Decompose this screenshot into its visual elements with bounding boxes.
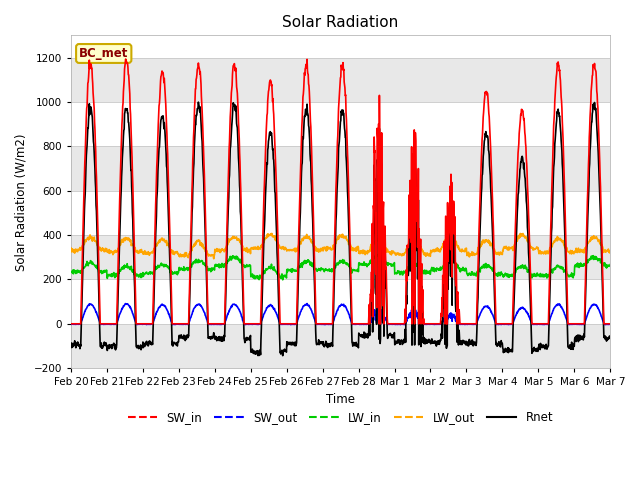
- SW_in: [607, 321, 614, 327]
- SW_in: [495, 321, 503, 327]
- X-axis label: Time: Time: [326, 393, 355, 406]
- Rnet: [174, 339, 182, 345]
- LW_out: [495, 252, 503, 258]
- Line: SW_in: SW_in: [71, 59, 611, 324]
- LW_in: [543, 275, 551, 281]
- LW_out: [187, 248, 195, 253]
- Bar: [71, 279, 611, 324]
- Rnet: [425, 336, 433, 342]
- LW_in: [425, 268, 433, 274]
- Text: BC_met: BC_met: [79, 47, 129, 60]
- Bar: [71, 235, 611, 279]
- SW_in: [543, 321, 550, 327]
- LW_out: [174, 250, 182, 256]
- Line: Rnet: Rnet: [71, 102, 611, 356]
- SW_in: [425, 321, 433, 327]
- Line: LW_in: LW_in: [71, 254, 611, 280]
- Rnet: [248, 349, 255, 355]
- LW_out: [425, 253, 433, 259]
- SW_out: [67, 322, 75, 327]
- Rnet: [607, 335, 614, 340]
- LW_out: [248, 245, 255, 251]
- Bar: [71, 146, 611, 191]
- Rnet: [187, 249, 195, 254]
- SW_out: [174, 321, 182, 327]
- Rnet: [543, 346, 551, 352]
- Rnet: [195, 99, 202, 105]
- LW_in: [377, 252, 385, 257]
- LW_out: [210, 256, 218, 262]
- Title: Solar Radiation: Solar Radiation: [282, 15, 399, 30]
- Bar: [71, 191, 611, 235]
- SW_in: [174, 321, 182, 327]
- SW_out: [248, 321, 255, 327]
- Line: SW_out: SW_out: [71, 303, 611, 324]
- Bar: [71, 58, 611, 102]
- SW_in: [248, 321, 255, 327]
- LW_in: [174, 269, 182, 275]
- SW_out: [495, 322, 503, 327]
- LW_out: [67, 245, 75, 251]
- Legend: SW_in, SW_out, LW_in, LW_out, Rnet: SW_in, SW_out, LW_in, LW_out, Rnet: [123, 407, 558, 429]
- LW_in: [187, 263, 195, 268]
- Bar: [71, 324, 611, 368]
- Rnet: [495, 341, 503, 347]
- LW_out: [268, 230, 276, 236]
- SW_in: [122, 56, 129, 62]
- LW_out: [543, 249, 551, 255]
- SW_out: [505, 322, 513, 327]
- Bar: [71, 102, 611, 146]
- LW_in: [607, 262, 614, 267]
- LW_out: [607, 248, 614, 253]
- LW_in: [279, 277, 287, 283]
- LW_in: [495, 273, 503, 278]
- SW_out: [543, 321, 551, 327]
- Rnet: [67, 345, 75, 350]
- Y-axis label: Solar Radiation (W/m2): Solar Radiation (W/m2): [15, 133, 28, 271]
- SW_in: [188, 215, 195, 220]
- SW_out: [187, 314, 195, 320]
- LW_in: [67, 269, 75, 275]
- SW_out: [303, 300, 311, 306]
- SW_out: [607, 322, 614, 327]
- SW_out: [425, 321, 433, 327]
- SW_in: [67, 321, 75, 327]
- LW_in: [248, 274, 255, 279]
- Line: LW_out: LW_out: [71, 233, 611, 259]
- Rnet: [279, 353, 287, 359]
